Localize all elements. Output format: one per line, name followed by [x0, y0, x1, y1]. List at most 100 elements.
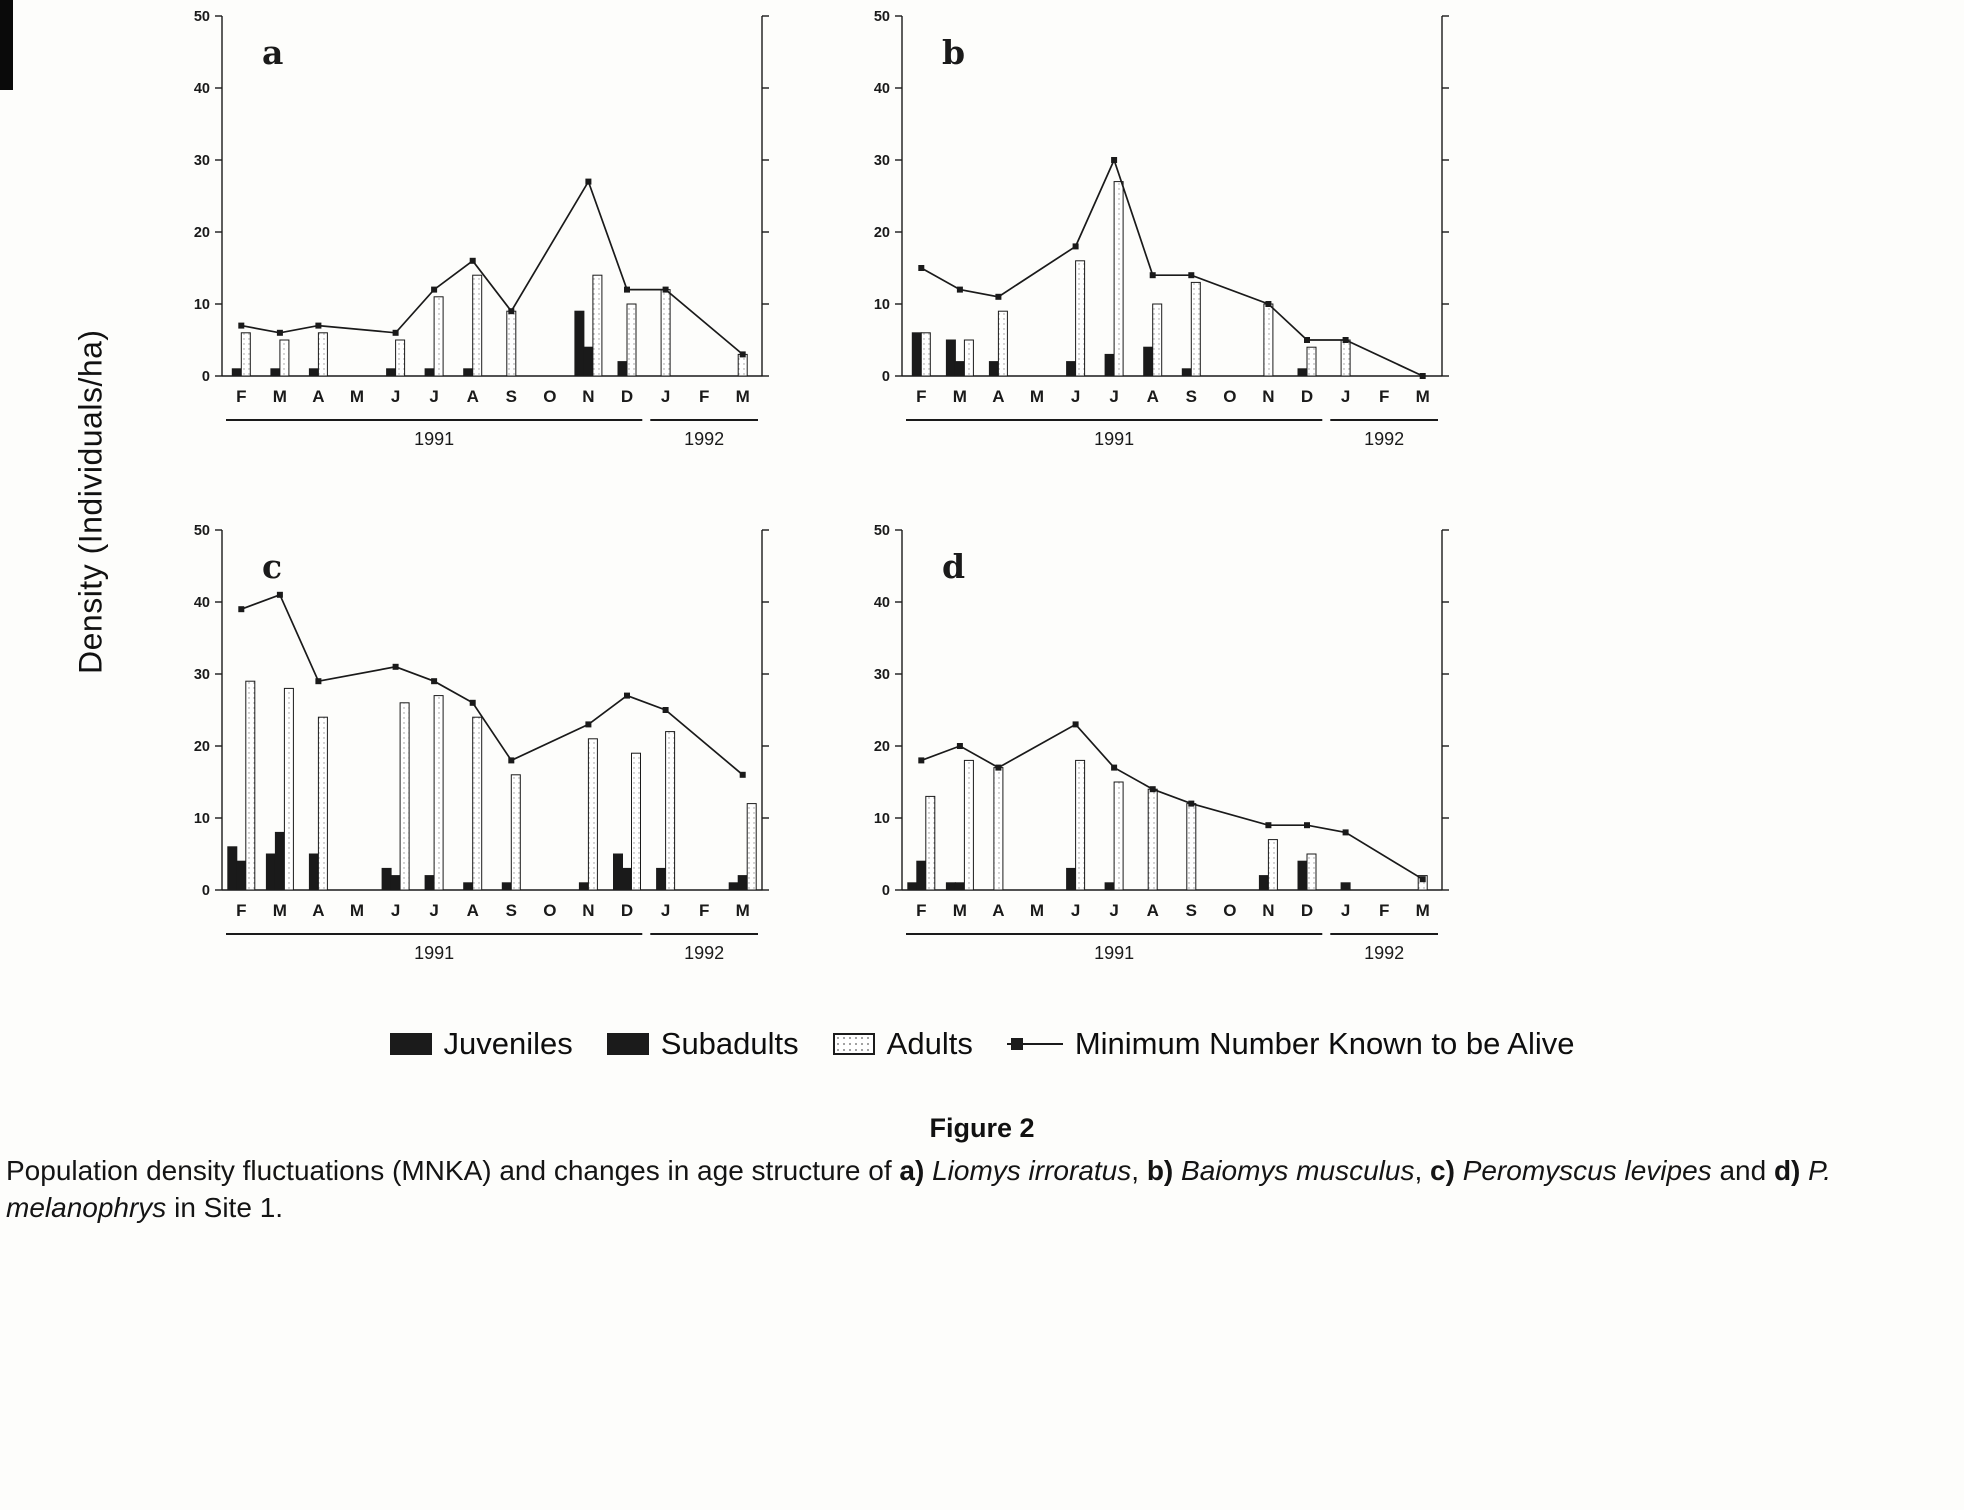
- subadults-swatch-icon: [606, 1033, 649, 1055]
- svg-text:N: N: [1262, 901, 1274, 920]
- svg-text:1992: 1992: [684, 943, 724, 963]
- svg-text:30: 30: [874, 153, 890, 169]
- caption-segment: a): [899, 1155, 925, 1186]
- svg-text:N: N: [1262, 387, 1274, 406]
- svg-text:O: O: [543, 387, 556, 406]
- figure-number-label: Figure 2: [929, 1113, 1035, 1143]
- legend-item-juveniles: Juveniles: [389, 1026, 573, 1062]
- caption-segment: P. melanophrys: [6, 1155, 1832, 1223]
- svg-text:F: F: [236, 901, 246, 920]
- svg-text:1991: 1991: [1094, 429, 1134, 449]
- svg-text:10: 10: [194, 811, 210, 827]
- svg-text:40: 40: [874, 81, 890, 97]
- svg-text:c: c: [262, 547, 282, 586]
- svg-text:0: 0: [202, 883, 210, 899]
- svg-text:50: 50: [874, 523, 890, 539]
- svg-text:d: d: [942, 547, 965, 586]
- svg-text:M: M: [273, 387, 287, 406]
- caption-segment: d): [1773, 1155, 1801, 1186]
- legend-label-juveniles: Juveniles: [443, 1026, 573, 1061]
- legend-item-adults: Adults: [832, 1026, 973, 1062]
- svg-text:M: M: [1030, 901, 1044, 920]
- svg-text:J: J: [1109, 387, 1118, 406]
- svg-text:M: M: [1416, 387, 1430, 406]
- panel-b-chart: 0 10 20 30 40 50 F M A M J J A S O N D J F M 1991 1992 b: [842, 2, 1482, 474]
- svg-text:S: S: [506, 901, 517, 920]
- svg-text:A: A: [312, 901, 324, 920]
- svg-text:D: D: [621, 387, 633, 406]
- svg-text:J: J: [661, 387, 670, 406]
- adults-swatch-icon: [832, 1033, 875, 1055]
- panel-a-chart: 0 10 20 30 40 50 F M A M J J A S O N D J F M 1991 1992 a: [162, 2, 802, 474]
- chart-svg-d: 0 10 20 30 40 50 F M A M J J A S O N D J F M 1991 1992 d: [874, 523, 1449, 963]
- caption-segment: Peromyscus levipes: [1462, 1155, 1712, 1186]
- svg-text:N: N: [582, 901, 594, 920]
- legend: Juveniles Subadults Adults Minimum Numbe…: [0, 1026, 1964, 1062]
- svg-text:30: 30: [194, 667, 210, 683]
- svg-text:N: N: [582, 387, 594, 406]
- svg-text:A: A: [992, 387, 1004, 406]
- svg-text:30: 30: [194, 153, 210, 169]
- svg-text:S: S: [1186, 387, 1197, 406]
- svg-text:M: M: [953, 387, 967, 406]
- svg-text:F: F: [1379, 387, 1389, 406]
- svg-text:F: F: [916, 387, 926, 406]
- caption-segment: and: [1711, 1155, 1774, 1186]
- svg-text:S: S: [1186, 901, 1197, 920]
- caption-segment: in Site 1.: [166, 1192, 284, 1223]
- legend-label-adults: Adults: [886, 1026, 973, 1061]
- svg-text:40: 40: [194, 595, 210, 611]
- svg-text:F: F: [699, 387, 709, 406]
- svg-text:20: 20: [874, 225, 890, 241]
- svg-text:50: 50: [874, 9, 890, 25]
- caption-segment: b): [1146, 1155, 1174, 1186]
- svg-text:20: 20: [194, 225, 210, 241]
- panel-d-chart: 0 10 20 30 40 50 F M A M J J A S O N D J F M 1991 1992 d: [842, 516, 1482, 988]
- svg-text:1991: 1991: [1094, 943, 1134, 963]
- svg-text:F: F: [236, 387, 246, 406]
- svg-text:20: 20: [874, 739, 890, 755]
- svg-text:O: O: [1223, 387, 1236, 406]
- svg-text:F: F: [916, 901, 926, 920]
- svg-text:J: J: [1341, 901, 1350, 920]
- svg-text:F: F: [1379, 901, 1389, 920]
- svg-text:1992: 1992: [684, 429, 724, 449]
- svg-text:D: D: [1301, 387, 1313, 406]
- caption-segment: ,: [1131, 1155, 1147, 1186]
- legend-item-mnka: Minimum Number Known to be Alive: [1006, 1026, 1574, 1062]
- svg-text:M: M: [273, 901, 287, 920]
- svg-text:A: A: [992, 901, 1004, 920]
- caption-segment: c): [1430, 1155, 1455, 1186]
- legend-item-subadults: Subadults: [606, 1026, 799, 1062]
- svg-text:O: O: [543, 901, 556, 920]
- y-axis-label: Density (Individuals/ha): [72, 329, 109, 675]
- caption-segment: Baiomys musculus: [1181, 1155, 1415, 1186]
- svg-text:1991: 1991: [414, 429, 454, 449]
- svg-text:M: M: [736, 387, 750, 406]
- svg-text:50: 50: [194, 9, 210, 25]
- panel-c-chart: 0 10 20 30 40 50 F M A M J J A S O N D J F M 1991 1992 c: [162, 516, 802, 988]
- svg-text:b: b: [942, 33, 965, 72]
- svg-text:1991: 1991: [414, 943, 454, 963]
- svg-text:M: M: [350, 901, 364, 920]
- svg-text:J: J: [429, 387, 438, 406]
- juveniles-swatch-icon: [389, 1033, 432, 1055]
- svg-text:a: a: [262, 33, 283, 72]
- chart-svg-b: 0 10 20 30 40 50 F M A M J J A S O N D J F M 1991 1992 b: [874, 9, 1449, 449]
- svg-text:J: J: [391, 901, 400, 920]
- chart-svg-c: 0 10 20 30 40 50 F M A M J J A S O N D J F M 1991 1992 c: [194, 523, 769, 963]
- legend-label-subadults: Subadults: [660, 1026, 799, 1061]
- chart-svg-a: 0 10 20 30 40 50 F M A M J J A S O N D J F M 1991 1992 a: [194, 9, 769, 449]
- svg-text:0: 0: [882, 369, 890, 385]
- svg-text:D: D: [621, 901, 633, 920]
- svg-text:0: 0: [882, 883, 890, 899]
- svg-text:A: A: [467, 387, 479, 406]
- svg-text:A: A: [467, 901, 479, 920]
- svg-text:10: 10: [194, 297, 210, 313]
- svg-text:J: J: [1071, 387, 1080, 406]
- svg-text:O: O: [1223, 901, 1236, 920]
- figure-caption: Population density fluctuations (MNKA) a…: [6, 1152, 1956, 1226]
- svg-text:50: 50: [194, 523, 210, 539]
- svg-text:20: 20: [194, 739, 210, 755]
- svg-text:J: J: [1109, 901, 1118, 920]
